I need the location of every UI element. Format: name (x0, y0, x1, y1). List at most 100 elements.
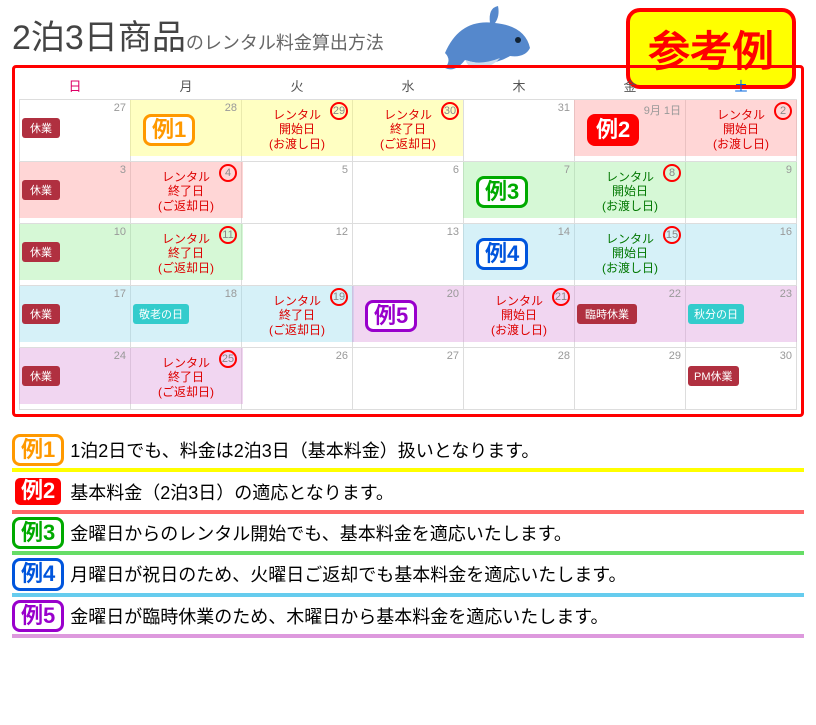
calendar-cell: 25レンタル終了日(ご返却日) (131, 348, 242, 410)
calendar-cell: 27 (353, 348, 464, 410)
day-number: 4 (219, 164, 237, 182)
day-number: 15 (663, 226, 681, 244)
calendar-cell: 29 (575, 348, 686, 410)
closed-pill: 休業 (22, 366, 60, 386)
holiday-pill: 秋分の日 (688, 304, 744, 324)
day-number: 16 (780, 226, 792, 238)
day-number: 9 (786, 164, 792, 176)
day-number: 29 (330, 102, 348, 120)
legend-badge: 例2 (12, 475, 64, 507)
day-number: 9月 1日 (644, 102, 681, 118)
calendar-cell: 28 (464, 348, 575, 410)
day-number: 25 (219, 350, 237, 368)
day-number: 8 (663, 164, 681, 182)
calendar-table: 日月火水木金土 27休業28例129レンタル開始日(お渡し日)30レンタル終了日… (19, 72, 797, 410)
calendar-cell: 31 (464, 100, 575, 162)
day-number: 30 (780, 350, 792, 362)
weekday-header: 木 (464, 72, 575, 100)
legend-text: 金曜日が臨時休業のため、木曜日から基本料金を適応いたします。 (70, 603, 608, 629)
day-number: 13 (447, 226, 459, 238)
calendar-cell: 2レンタル開始日(お渡し日) (686, 100, 797, 162)
legend-badge: 例3 (12, 517, 64, 549)
day-number: 14 (558, 226, 570, 238)
calendar-cell: 13 (353, 224, 464, 286)
day-number: 20 (447, 288, 459, 300)
day-number: 26 (336, 350, 348, 362)
calendar-cell: 23 秋分の日 (686, 286, 797, 348)
calendar-container: 日月火水木金土 27休業28例129レンタル開始日(お渡し日)30レンタル終了日… (12, 65, 804, 417)
pm-closed-pill: PM休業 (688, 366, 739, 386)
weekday-header: 土 (686, 72, 797, 100)
calendar-cell: 20 例5 (353, 286, 464, 348)
calendar-cell: 5 (242, 162, 353, 224)
calendar-cell: 19レンタル終了日(ご返却日) (242, 286, 353, 348)
calendar-cell: 16 (686, 224, 797, 286)
closed-pill: 休業 (22, 180, 60, 200)
legend-text: 基本料金（2泊3日）の適応となります。 (70, 479, 394, 505)
day-number: 30 (441, 102, 459, 120)
example-badge: 例4 (476, 238, 528, 270)
legend-badge: 例4 (12, 558, 64, 590)
day-number: 7 (564, 164, 570, 176)
day-number: 12 (336, 226, 348, 238)
day-number: 19 (330, 288, 348, 306)
day-number: 27 (447, 350, 459, 362)
day-number: 29 (669, 350, 681, 362)
day-number: 22 (669, 288, 681, 300)
legend-row: 例4月曜日が祝日のため、火曜日ご返却でも基本料金を適応いたします。 (12, 558, 804, 596)
calendar-cell: 12 (242, 224, 353, 286)
title-sub: のレンタル料金算出方法 (186, 33, 384, 53)
day-number: 6 (453, 164, 459, 176)
day-number: 28 (558, 350, 570, 362)
day-number: 10 (114, 226, 126, 238)
calendar-cell: 17 休業 (20, 286, 131, 348)
calendar-cell: 14 例4 (464, 224, 575, 286)
weekday-header: 火 (242, 72, 353, 100)
legend-row: 例11泊2日でも、料金は2泊3日（基本料金）扱いとなります。 (12, 434, 804, 472)
closed-pill: 休業 (22, 304, 60, 324)
calendar-cell: 8レンタル開始日(お渡し日) (575, 162, 686, 224)
day-number: 24 (114, 350, 126, 362)
calendar-cell: 9月 1日例2 (575, 100, 686, 162)
day-number: 27 (114, 102, 126, 114)
day-number: 3 (120, 164, 126, 176)
calendar-cell: 18 敬老の日 (131, 286, 242, 348)
calendar-cell: 6 (353, 162, 464, 224)
title-main: 2泊3日商品 (12, 19, 186, 57)
weekday-header: 水 (353, 72, 464, 100)
weekday-header: 日 (20, 72, 131, 100)
day-number: 2 (774, 102, 792, 120)
day-number: 17 (114, 288, 126, 300)
calendar-cell: 9 (686, 162, 797, 224)
legend-text: 月曜日が祝日のため、火曜日ご返却でも基本料金を適応いたします。 (70, 561, 626, 587)
calendar-cell: 11レンタル終了日(ご返却日) (131, 224, 242, 286)
day-number: 28 (225, 102, 237, 114)
calendar-cell: 24 休業 (20, 348, 131, 410)
day-number: 23 (780, 288, 792, 300)
calendar-cell: 15レンタル開始日(お渡し日) (575, 224, 686, 286)
legend-row: 例2基本料金（2泊3日）の適応となります。 (12, 475, 804, 513)
holiday-pill: 臨時休業 (577, 304, 637, 324)
weekday-header: 月 (131, 72, 242, 100)
legend: 例11泊2日でも、料金は2泊3日（基本料金）扱いとなります。例2基本料金（2泊3… (0, 427, 816, 645)
calendar-cell: 29レンタル開始日(お渡し日) (242, 100, 353, 162)
legend-row: 例5金曜日が臨時休業のため、木曜日から基本料金を適応いたします。 (12, 600, 804, 638)
calendar-cell: 10休業 (20, 224, 131, 286)
day-number: 11 (219, 226, 237, 244)
calendar-cell: 3 休業 (20, 162, 131, 224)
day-number: 21 (552, 288, 570, 306)
closed-pill: 休業 (22, 118, 60, 138)
calendar-cell: 4レンタル終了日(ご返却日) (131, 162, 242, 224)
calendar-cell: 21レンタル開始日(お渡し日) (464, 286, 575, 348)
example-badge: 例5 (365, 300, 417, 332)
example-badge: 例2 (587, 114, 639, 146)
header: 2泊3日商品のレンタル料金算出方法 参考例 (0, 0, 816, 59)
legend-text: 金曜日からのレンタル開始でも、基本料金を適応いたします。 (70, 520, 572, 546)
day-number: 5 (342, 164, 348, 176)
calendar-cell: 26 (242, 348, 353, 410)
example-badge: 例1 (143, 114, 195, 146)
holiday-pill: 敬老の日 (133, 304, 189, 324)
day-number: 18 (225, 288, 237, 300)
day-number: 31 (558, 102, 570, 114)
legend-text: 1泊2日でも、料金は2泊3日（基本料金）扱いとなります。 (70, 437, 539, 463)
